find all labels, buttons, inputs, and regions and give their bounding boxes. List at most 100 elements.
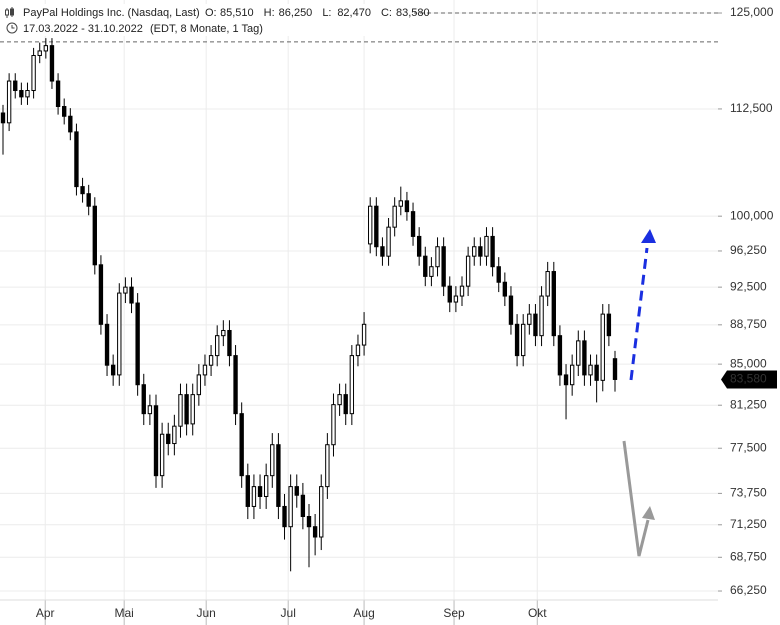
candle-body xyxy=(117,292,122,376)
candle-body xyxy=(533,313,538,337)
candle-body xyxy=(606,313,612,337)
candle-body xyxy=(74,131,79,188)
candle-body xyxy=(576,340,581,366)
candle-body xyxy=(92,205,97,266)
y-tick-label: 73,750 xyxy=(730,486,767,500)
candle-body xyxy=(0,112,6,124)
y-tick-label: 68,750 xyxy=(730,549,767,563)
candle-body xyxy=(569,364,575,386)
candle-body xyxy=(423,255,428,277)
candle-body xyxy=(594,364,599,381)
candle-body xyxy=(80,186,85,195)
candle-body xyxy=(221,329,226,337)
annotation-arrow-gray xyxy=(622,440,655,557)
stat-key: O: xyxy=(205,7,217,19)
candle-body xyxy=(227,329,232,357)
clock-icon xyxy=(6,22,18,34)
candle-body xyxy=(355,344,361,357)
candle-body xyxy=(368,205,373,245)
candle-body xyxy=(86,193,91,207)
candle-body xyxy=(582,340,587,376)
candle-body xyxy=(521,323,526,357)
stats: O: 85,510 H: 86,250 L: 82,470 C: 83,580 xyxy=(205,7,430,19)
stat-value: 82,470 xyxy=(337,7,371,19)
stat-key: C: xyxy=(381,7,392,19)
candle-body xyxy=(429,266,434,277)
candle-body xyxy=(539,295,544,337)
candle-body xyxy=(196,374,202,396)
x-tick-label: Aug xyxy=(353,606,374,620)
candle-body xyxy=(129,286,134,304)
candle-body xyxy=(208,355,214,366)
candle-body xyxy=(508,295,514,325)
stat-value: 86,250 xyxy=(279,7,313,19)
candle-body xyxy=(233,355,238,415)
candle-body xyxy=(312,526,318,538)
candle-body xyxy=(19,90,24,98)
candle-body xyxy=(282,505,287,528)
date-range: 17.03.2022 - 31.10.2022 xyxy=(23,23,143,35)
candle-body xyxy=(600,313,605,381)
candle-body xyxy=(98,264,104,325)
y-tick-label: 85,000 xyxy=(730,356,767,370)
candle-body xyxy=(319,486,324,538)
x-tick-label: Jun xyxy=(197,606,216,620)
candle-body xyxy=(557,335,563,376)
x-tick-label: Sep xyxy=(443,606,465,620)
candle-body xyxy=(478,246,483,257)
candle-body xyxy=(245,475,250,507)
candle-body xyxy=(25,90,30,98)
x-tick-label: Mai xyxy=(115,606,134,620)
candle-body xyxy=(459,285,465,297)
annotation-arrow-blue xyxy=(629,229,656,381)
candle-body xyxy=(453,295,459,303)
candle-body xyxy=(55,80,61,108)
candle-body xyxy=(563,374,569,386)
candle-body xyxy=(502,281,508,297)
candle-body xyxy=(13,80,18,92)
candle-body xyxy=(288,486,293,528)
candle-body xyxy=(325,444,330,488)
y-tick-label: 71,250 xyxy=(730,517,767,531)
candle-body xyxy=(166,433,171,445)
candle-body xyxy=(374,205,379,248)
candle-body xyxy=(331,404,336,446)
candle-body xyxy=(276,444,281,507)
candle-body xyxy=(404,200,410,213)
candle-body xyxy=(300,494,306,518)
candle-body xyxy=(104,323,110,366)
candle-body xyxy=(159,433,165,477)
candle-body xyxy=(588,364,593,376)
candle-body xyxy=(527,313,532,325)
candle-body xyxy=(43,45,49,52)
subtitle: (EDT, 8 Monate, 1 Tag) xyxy=(150,23,263,35)
candle-body xyxy=(294,486,299,496)
candle-body xyxy=(612,358,618,380)
candle-body xyxy=(496,266,501,283)
chart-title: PayPal Holdings Inc. (Nasdaq, Last) xyxy=(23,7,200,19)
last-price-badge xyxy=(721,370,777,389)
stat-key: H: xyxy=(264,7,275,19)
candle-body xyxy=(202,364,208,376)
candle-body xyxy=(68,115,73,133)
candle-body xyxy=(257,486,263,497)
candle-body xyxy=(380,246,385,257)
candle-body xyxy=(416,235,422,257)
candle-body xyxy=(239,413,244,477)
candle-body xyxy=(37,50,42,57)
candle-body xyxy=(484,235,489,257)
candle-body xyxy=(62,106,67,117)
candle-body xyxy=(123,286,128,294)
y-tick-label: 77,500 xyxy=(730,440,767,454)
stat-key: L: xyxy=(322,7,331,19)
y-tick-label: 66,250 xyxy=(730,583,767,597)
candle-body xyxy=(263,475,269,497)
candle-body xyxy=(349,355,355,415)
candle-body xyxy=(141,384,146,415)
y-tick-label: 88,750 xyxy=(730,317,767,331)
candle-body xyxy=(190,394,195,425)
candle-body xyxy=(147,405,153,415)
candle-body xyxy=(343,394,348,415)
